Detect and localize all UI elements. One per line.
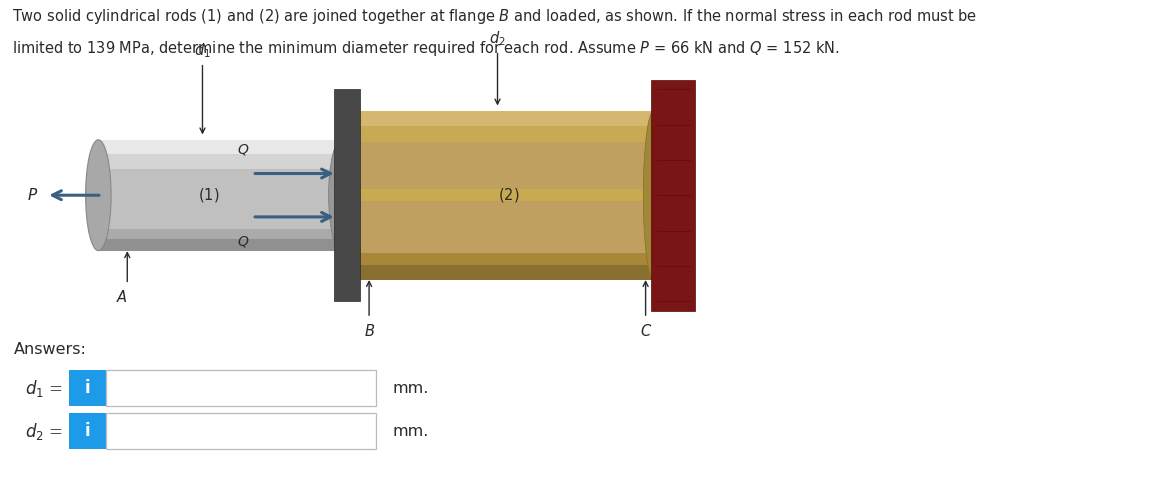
FancyBboxPatch shape <box>69 370 106 406</box>
FancyBboxPatch shape <box>69 413 106 449</box>
Text: $(1)$: $(1)$ <box>198 186 219 204</box>
Bar <box>341 189 654 201</box>
Bar <box>341 111 654 280</box>
Bar <box>341 126 654 142</box>
Bar <box>341 111 654 126</box>
Bar <box>651 80 695 311</box>
Ellipse shape <box>86 140 111 251</box>
Ellipse shape <box>329 140 354 251</box>
Text: i: i <box>84 379 90 397</box>
Text: Two solid cylindrical rods (1) and (2) are joined together at flange $\mathit{B}: Two solid cylindrical rods (1) and (2) a… <box>12 7 977 26</box>
Bar <box>98 140 341 154</box>
Bar <box>334 89 360 301</box>
Text: $d_1$: $d_1$ <box>194 41 211 60</box>
Text: $d_1$ =: $d_1$ = <box>24 377 62 399</box>
Text: $B$: $B$ <box>363 323 375 339</box>
Text: $d_2$: $d_2$ <box>489 29 506 48</box>
Text: mm.: mm. <box>392 380 428 396</box>
Text: $Q$: $Q$ <box>237 142 249 157</box>
Text: mm.: mm. <box>392 424 428 439</box>
Bar <box>341 253 654 265</box>
Bar <box>98 239 341 251</box>
FancyBboxPatch shape <box>106 413 376 449</box>
Text: $d_2$ =: $d_2$ = <box>24 421 62 442</box>
Text: Answers:: Answers: <box>14 342 87 357</box>
Text: $(2)$: $(2)$ <box>499 186 519 204</box>
Text: i: i <box>84 422 90 441</box>
Text: $C$: $C$ <box>640 323 651 339</box>
Ellipse shape <box>643 111 664 280</box>
Text: limited to 139 MPa, determine the minimum diameter required for each rod. Assume: limited to 139 MPa, determine the minimu… <box>12 39 839 57</box>
FancyBboxPatch shape <box>106 370 376 406</box>
Text: $Q$: $Q$ <box>237 234 249 249</box>
Text: $P$: $P$ <box>27 187 38 203</box>
Bar <box>341 265 654 280</box>
Text: $A$: $A$ <box>116 289 127 305</box>
Bar <box>98 154 341 169</box>
Bar <box>98 140 341 251</box>
Bar <box>98 229 341 239</box>
